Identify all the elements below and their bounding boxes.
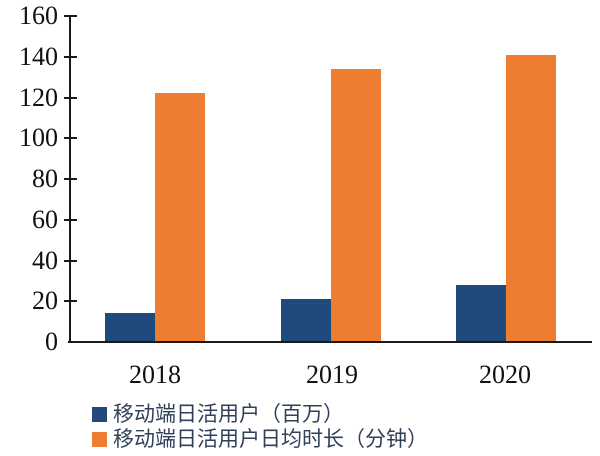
y-tick-label: 120: [19, 83, 58, 112]
y-tick-label: 160: [19, 1, 58, 30]
y-tick: [64, 260, 77, 262]
bar-dau-2019: [281, 299, 331, 343]
bar-duration-2018: [155, 93, 205, 343]
y-tick-label: 140: [19, 42, 58, 71]
bar-dau-2020: [456, 285, 506, 343]
x-axis-line: [68, 341, 592, 343]
bar-duration-2020: [506, 55, 556, 343]
legend-item-duration: 移动端日活用户日均时长（分钟）: [92, 427, 428, 451]
y-tick: [64, 15, 77, 17]
legend-swatch-orange-icon: [92, 431, 107, 447]
y-tick: [64, 97, 77, 99]
y-tick-label: 100: [19, 123, 58, 152]
x-axis-label: 2018: [129, 360, 181, 389]
y-tick: [64, 137, 77, 139]
y-tick-label: 80: [32, 164, 58, 193]
y-tick-label: 40: [32, 246, 58, 275]
y-tick-label: 20: [32, 286, 58, 315]
bar-dau-2018: [105, 313, 155, 343]
y-tick: [64, 219, 77, 221]
y-tick: [64, 178, 77, 180]
y-tick: [64, 300, 77, 302]
legend-label-dau: 移动端日活用户（百万）: [113, 402, 344, 426]
x-axis-label: 2020: [479, 360, 531, 389]
y-tick: [64, 56, 77, 58]
legend-swatch-blue-icon: [92, 406, 107, 422]
y-tick-label: 0: [45, 327, 58, 356]
bar-duration-2019: [331, 69, 381, 343]
y-tick-label: 60: [32, 205, 58, 234]
legend-item-dau: 移动端日活用户（百万）: [92, 402, 344, 426]
x-axis-label: 2019: [306, 360, 358, 389]
legend-label-duration: 移动端日活用户日均时长（分钟）: [113, 427, 428, 451]
